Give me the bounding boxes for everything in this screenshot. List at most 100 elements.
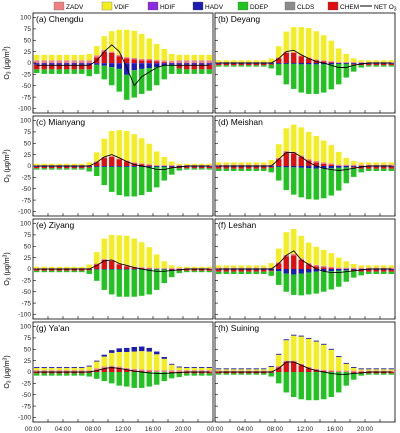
bar-ddep [161, 65, 167, 80]
bar-vdif [313, 341, 319, 369]
bar-ddep [216, 373, 222, 375]
bar-ddep [176, 68, 182, 74]
bar-ddep [146, 269, 152, 295]
bar-vdif [161, 48, 167, 61]
bar-ddep [223, 65, 229, 67]
chart-panels: -100 -75 -50 -25 0 25 50 75 100 (a) Chengdu (b) De… [18, 12, 396, 423]
bar-chem [291, 362, 297, 372]
panel-title: (d) Meishan [218, 117, 263, 127]
bar-ddep [373, 373, 379, 375]
bar-chem [261, 372, 267, 374]
bar-chem [184, 372, 190, 374]
bar-vdif [176, 367, 182, 371]
bar-hadv [169, 166, 175, 167]
bar-ddep [298, 64, 304, 93]
bar-hadv [34, 63, 40, 65]
bar-vdif [336, 48, 342, 63]
bar-zadv [176, 60, 182, 63]
bar-ddep [154, 269, 160, 290]
bar-zadv [306, 367, 312, 369]
bar-chem [191, 269, 197, 271]
bar-vdif [109, 131, 115, 156]
bar-hadv [223, 63, 229, 64]
bar-vdif [253, 265, 259, 268]
bar-vdif [184, 266, 190, 269]
bar-chem [71, 166, 77, 169]
bar-ddep [351, 167, 357, 177]
bar-chem [86, 372, 92, 373]
bar-vdif [131, 351, 137, 369]
bar-hadv [86, 166, 92, 167]
bar-zadv [79, 370, 85, 372]
bar-zadv [291, 254, 297, 256]
bar-hadv [131, 63, 137, 71]
bar-zadv [146, 267, 152, 269]
bar-vdif [116, 130, 122, 159]
bar-zadv [169, 370, 175, 372]
bar-chem [116, 368, 122, 372]
bar-zadv [223, 62, 229, 63]
bar-vdif [276, 144, 282, 158]
bar-chem [49, 166, 55, 169]
bar-chem [366, 372, 372, 374]
bar-vdif [373, 265, 379, 268]
bar-vdif [343, 363, 349, 371]
bar-chem [71, 372, 77, 374]
bar-chem [94, 162, 100, 166]
bar-ddep [176, 270, 182, 274]
bar-chem [199, 269, 205, 271]
bar-ddep [313, 64, 319, 94]
bar-chem [223, 166, 229, 169]
bar-hadv [238, 269, 244, 270]
bar-zadv [321, 60, 327, 62]
bar-vdif [131, 134, 137, 163]
bar-vdif [184, 367, 190, 371]
bar-hadv [246, 269, 252, 270]
bar-vdif [223, 60, 229, 63]
bar-vdif [343, 53, 349, 63]
bar-vdif [34, 266, 40, 269]
bar-vdif [131, 30, 137, 58]
panel-title: (f) Leshan [218, 220, 257, 230]
bar-chem [268, 372, 274, 373]
bar-ddep [109, 372, 115, 384]
bar-zadv [191, 165, 197, 166]
bar-ddep [206, 69, 212, 74]
bar-hadv [169, 363, 175, 365]
bar-zadv [261, 62, 267, 63]
bar-ddep [184, 69, 190, 74]
bar-vdif [388, 265, 394, 268]
bar-chem [283, 362, 289, 372]
y-tick-label: -100 [18, 415, 31, 422]
bar-ddep [206, 168, 212, 170]
bar-vdif [351, 367, 357, 371]
bar-ddep [176, 168, 182, 171]
bar-hadv [306, 166, 312, 169]
bar-hadv [86, 365, 92, 367]
bar-zadv [246, 267, 252, 269]
bar-hadv [283, 63, 289, 64]
bar-ddep [101, 65, 107, 80]
bar-zadv [231, 164, 237, 166]
y-axis-label: O3 (μg/m3) [3, 355, 13, 388]
bar-zadv [101, 366, 107, 369]
bar-ddep [49, 69, 55, 74]
bar-zadv [388, 62, 394, 63]
bar-chem [388, 372, 394, 374]
bar-chem [291, 53, 297, 63]
bar-zadv [109, 365, 115, 368]
bar-zadv [146, 58, 152, 61]
bar-chem [238, 269, 244, 272]
bar-chem [71, 64, 77, 70]
bar-hadv [253, 269, 259, 270]
bar-chem [253, 166, 259, 169]
bar-zadv [223, 370, 229, 372]
bar-chem [184, 166, 190, 169]
bar-ddep [268, 167, 274, 173]
bar-ddep [191, 69, 197, 74]
bar-hadv [246, 63, 252, 64]
bar-ddep [169, 64, 175, 74]
bar-zadv [283, 52, 289, 53]
bar-zadv [246, 370, 252, 372]
bar-zadv [366, 62, 372, 63]
